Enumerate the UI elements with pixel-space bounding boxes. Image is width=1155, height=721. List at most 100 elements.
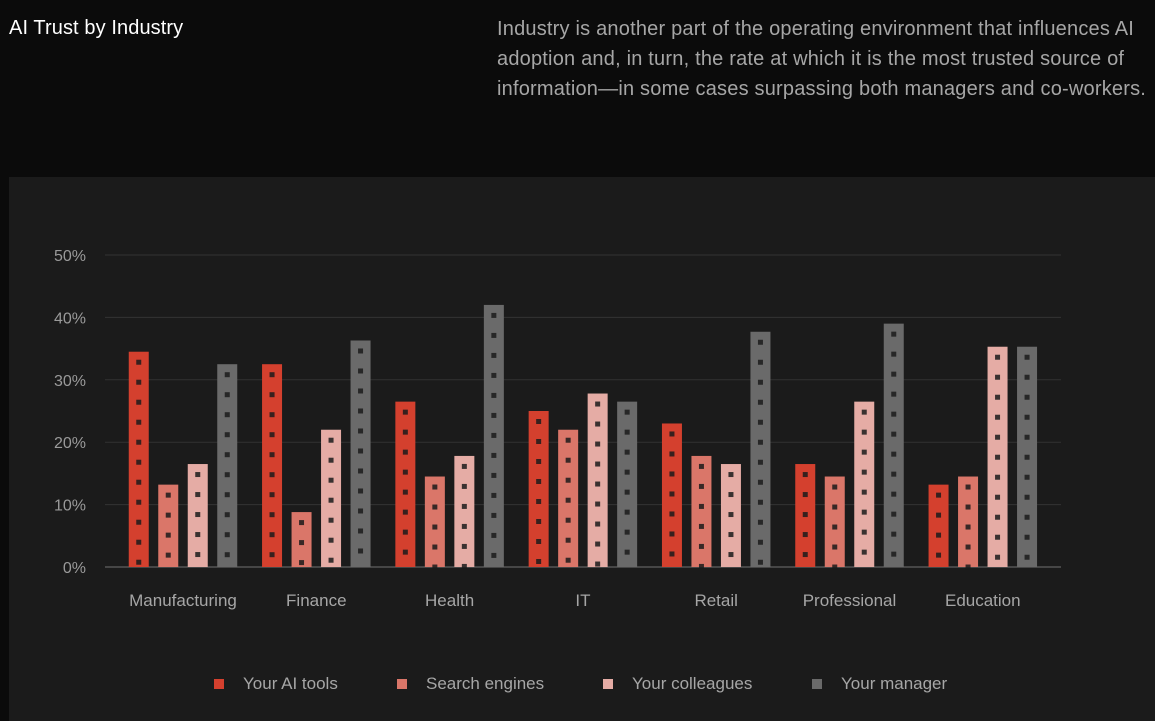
bar-dot xyxy=(995,454,1001,460)
bar-dot xyxy=(358,548,364,554)
x-category-label: Finance xyxy=(286,591,346,610)
bar-your-ai-tools xyxy=(928,484,949,567)
bar-dot xyxy=(136,419,142,425)
legend-swatch-icon xyxy=(812,679,822,689)
bar-dot xyxy=(595,461,601,467)
bar-dot xyxy=(757,379,763,385)
bar-dot xyxy=(224,412,230,418)
bar-dot xyxy=(536,519,542,524)
bar-dot xyxy=(224,512,230,518)
bar-dot xyxy=(432,484,438,490)
bar-dot xyxy=(891,551,897,557)
bar-dot xyxy=(165,532,171,538)
bar-dot xyxy=(136,399,142,405)
bar-dot xyxy=(358,348,364,354)
bar-dot xyxy=(832,484,838,490)
bar-dot xyxy=(757,459,763,465)
bar-dot xyxy=(1024,554,1030,560)
bar-dot xyxy=(802,532,808,538)
bar-your-ai-tools xyxy=(395,401,416,567)
bar-dot xyxy=(624,549,630,555)
bar-dot xyxy=(165,552,171,558)
x-category-label: Education xyxy=(945,591,1021,610)
bar-dot xyxy=(995,434,1001,440)
bar-dot xyxy=(358,368,364,374)
bar-your-manager xyxy=(617,401,638,567)
bar-dot xyxy=(565,477,571,483)
bar-dot xyxy=(965,544,971,550)
bar-dot xyxy=(299,540,305,546)
bar-dot xyxy=(965,504,971,510)
bar-dot xyxy=(757,339,763,345)
bar-dot xyxy=(432,564,438,570)
bar-dot xyxy=(491,312,497,318)
bar-dot xyxy=(669,531,675,537)
bar-dot xyxy=(728,552,734,558)
legend-swatch-icon xyxy=(214,679,224,689)
bar-dot xyxy=(669,451,675,457)
bar-dot xyxy=(728,512,734,518)
bar-dot xyxy=(698,523,704,529)
bar-dot xyxy=(861,469,867,475)
bar-dot xyxy=(565,557,571,563)
bar-dot xyxy=(698,463,704,469)
bar-dot xyxy=(669,491,675,497)
bar-dot xyxy=(624,449,630,455)
bar-dot xyxy=(136,539,142,545)
bar-dot xyxy=(269,492,275,498)
bar-dot xyxy=(995,514,1001,520)
bar-dot xyxy=(461,463,467,469)
bar-dot xyxy=(565,437,571,443)
bar-dot xyxy=(995,414,1001,420)
bar-dot xyxy=(358,388,364,394)
bar-dot xyxy=(802,472,808,478)
legend-item-ai-tools: Your AI tools xyxy=(214,674,338,694)
bar-your-colleagues xyxy=(587,393,608,567)
chart-legend: Your AI tools Search engines Your collea… xyxy=(9,674,1155,698)
bar-dot xyxy=(461,563,467,569)
bar-dot xyxy=(595,541,601,547)
bar-dot xyxy=(757,359,763,365)
bar-dot xyxy=(402,529,408,535)
bar-dot xyxy=(757,539,763,545)
bar-dot xyxy=(1024,534,1030,540)
bar-dot xyxy=(269,392,275,398)
bar-dot xyxy=(195,552,201,558)
bar-dot xyxy=(595,481,601,487)
bar-dot xyxy=(491,552,497,558)
bar-dot xyxy=(491,512,497,518)
bar-dot xyxy=(669,431,675,437)
legend-label: Search engines xyxy=(426,674,545,693)
bar-dot xyxy=(965,564,971,570)
bar-dot xyxy=(624,529,630,535)
bar-dot xyxy=(358,508,364,514)
bar-dot xyxy=(136,479,142,485)
bar-dot xyxy=(1024,514,1030,520)
bar-dot xyxy=(536,479,542,484)
bar-dot xyxy=(669,471,675,477)
bar-dot xyxy=(536,419,542,424)
bar-your-manager xyxy=(750,331,771,567)
bar-dot xyxy=(269,532,275,538)
bar-search-engines xyxy=(958,476,979,567)
bar-search-engines xyxy=(691,455,712,567)
bar-dot xyxy=(595,441,601,447)
bar-dot xyxy=(165,512,171,518)
bar-dot xyxy=(891,431,897,437)
bar-dot xyxy=(995,534,1001,540)
bar-dot xyxy=(491,352,497,358)
bar-dot xyxy=(491,432,497,438)
bar-dot xyxy=(461,483,467,489)
bar-dot xyxy=(565,517,571,523)
bar-your-colleagues xyxy=(454,455,475,567)
y-tick-label: 30% xyxy=(54,373,86,390)
bar-dot xyxy=(595,501,601,507)
bar-your-ai-tools xyxy=(128,351,149,567)
bar-dot xyxy=(402,429,408,435)
bar-dot xyxy=(565,457,571,463)
bar-dot xyxy=(861,509,867,515)
bar-dot xyxy=(1024,354,1030,360)
bar-dot xyxy=(595,561,601,567)
bar-dot xyxy=(195,512,201,518)
bar-dot xyxy=(802,512,808,518)
